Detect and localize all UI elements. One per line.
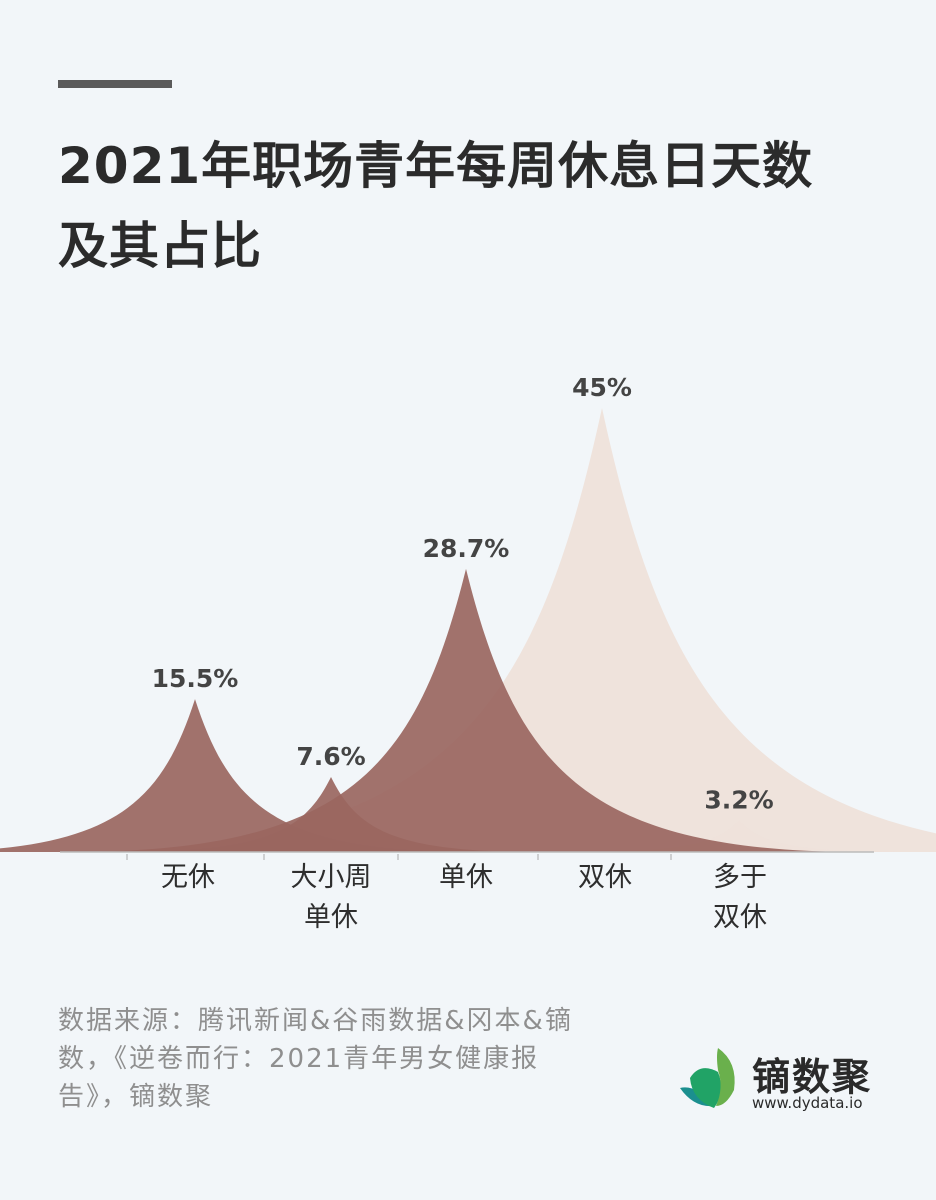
chart-peaks bbox=[0, 408, 936, 852]
source-line-1: 数据来源：腾讯新闻&谷雨数据&冈本&镝 bbox=[58, 1006, 573, 1036]
leaf-logo-icon bbox=[680, 1048, 735, 1108]
brand-name: 镝数聚 bbox=[752, 1055, 873, 1099]
peak-4 bbox=[570, 820, 908, 852]
value-label: 45% bbox=[572, 373, 632, 402]
source-line-2: 数，《逆卷而行：2021青年男女健康报 bbox=[58, 1044, 540, 1074]
title-line-2: 及其占比 bbox=[58, 217, 262, 275]
peak-0 bbox=[0, 699, 473, 852]
brand-logo: 镝数聚 www.dydata.io bbox=[674, 1044, 894, 1114]
value-label: 7.6% bbox=[296, 742, 365, 771]
value-label: 15.5% bbox=[152, 664, 239, 693]
peak-3 bbox=[62, 408, 936, 852]
brand-url: www.dydata.io bbox=[752, 1094, 863, 1112]
x-axis-ticks bbox=[126, 854, 672, 860]
value-labels: 45% 3.2% 15.5% 7.6% 28.7% bbox=[152, 373, 774, 814]
category-label: 双休 bbox=[578, 862, 632, 893]
category-label: 多于 双休 bbox=[713, 862, 767, 933]
category-label: 单休 bbox=[439, 862, 493, 893]
title-line-1: 2021年职场青年每周休息日天数 bbox=[58, 137, 814, 195]
value-label: 3.2% bbox=[704, 785, 773, 814]
category-label: 大小周 单休 bbox=[290, 862, 372, 933]
source-line-3: 告》，镝数聚 bbox=[58, 1082, 214, 1112]
category-label: 无休 bbox=[161, 862, 215, 893]
title-accent-bar bbox=[58, 80, 172, 88]
data-source-note: 数据来源：腾讯新闻&谷雨数据&冈本&镝 数，《逆卷而行：2021青年男女健康报 … bbox=[58, 1002, 638, 1116]
value-label: 28.7% bbox=[423, 534, 510, 563]
page-title: 2021年职场青年每周休息日天数 及其占比 bbox=[58, 126, 878, 286]
peak-2 bbox=[71, 568, 861, 852]
